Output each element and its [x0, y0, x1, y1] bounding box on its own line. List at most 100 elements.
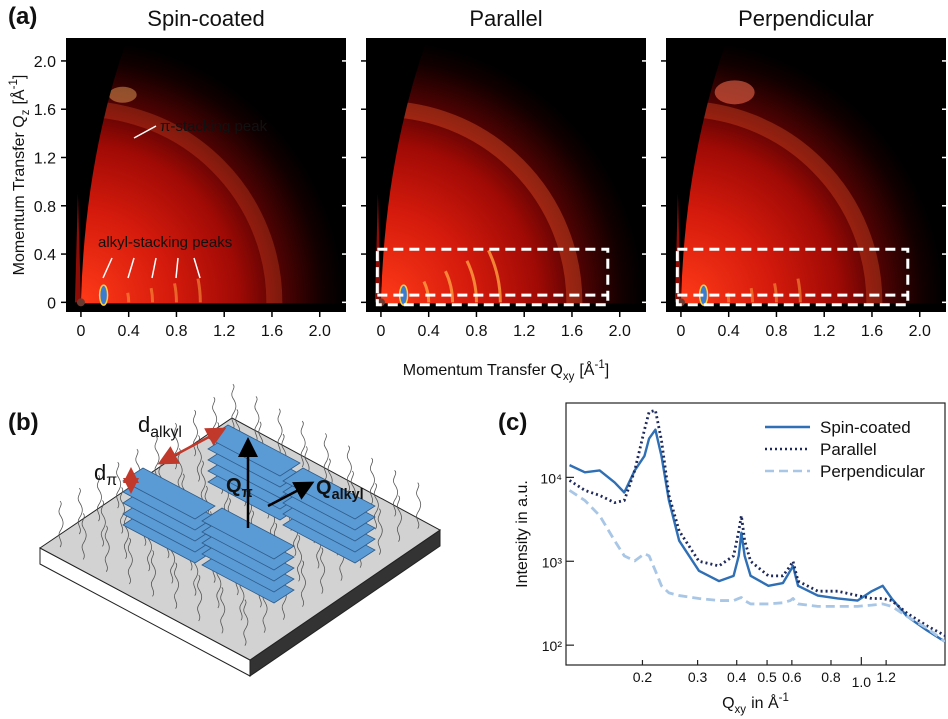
side-chain: [300, 560, 306, 607]
pi-spot: [108, 86, 137, 103]
panel-title: Spin-coated: [147, 6, 264, 31]
x-tick-label: 1.6: [561, 323, 583, 340]
heatmap: [366, 38, 646, 312]
y-tick-label: 10³: [542, 554, 563, 570]
side-chain: [174, 562, 179, 609]
side-chain: [123, 512, 129, 559]
x-axis-label-part: in Å: [751, 693, 779, 712]
side-chain: [369, 457, 375, 505]
x-tick-label: 0: [76, 323, 85, 340]
legend-label: Spin-coated: [820, 418, 911, 437]
diagram-label-part: d: [138, 412, 150, 437]
annotation-line: [151, 257, 157, 279]
side-chain: [104, 525, 110, 572]
x-axis-label-part: Q: [722, 695, 734, 712]
x-axis-label-part: -1: [594, 359, 604, 371]
annotation-line: [175, 257, 179, 279]
x-axis-label-part: xy: [563, 371, 575, 383]
wedge: [666, 38, 728, 312]
y-tick-label: 1.6: [34, 102, 56, 119]
y-tick-label: 0.8: [34, 199, 56, 216]
side-chain: [396, 495, 402, 542]
x-tick-label: 0.2: [633, 669, 653, 685]
side-chain: [243, 599, 249, 646]
x-axis-label: Qxy in Å-1: [722, 692, 789, 716]
side-chain: [96, 474, 102, 522]
x-tick-label: 1.2: [813, 323, 835, 340]
x-tick-label: 0: [676, 323, 685, 340]
heatmap: [66, 38, 346, 312]
alkyl-ring: [422, 280, 431, 303]
x-tick-label: 0.8: [765, 323, 787, 340]
side-chain: [320, 547, 326, 594]
alkyl-ring: [126, 292, 131, 303]
x-tick-label: 1.2: [513, 323, 535, 340]
alkyl-ring: [465, 260, 478, 303]
plot-area: [568, 408, 945, 643]
horizon: [366, 303, 646, 312]
diagram-label-part: π: [106, 472, 117, 489]
side-chain: [116, 461, 122, 509]
wedge: [366, 38, 428, 312]
x-tick-label: 0.8: [465, 323, 487, 340]
side-chain: [300, 420, 306, 468]
lamella: [282, 467, 376, 520]
y-axis-label: Momentum Transfer Qz [Å-1]: [8, 75, 32, 276]
alkyl-ring: [773, 283, 778, 303]
x-tick-label: 1.2: [876, 669, 896, 685]
alkyl-ring: [726, 292, 731, 303]
y-axis-label: Intensity in a.u.: [514, 480, 531, 588]
specular: [98, 284, 109, 306]
x-tick-label: 0: [376, 323, 385, 340]
x-tick-label: 0.4: [418, 323, 440, 340]
side-chain: [77, 487, 83, 535]
y-axis-label-part: ]: [11, 75, 28, 79]
side-chain: [231, 383, 237, 431]
x-tick-label: 1.0: [852, 674, 872, 690]
region-box: [375, 247, 610, 307]
side-chain: [100, 500, 106, 547]
wedge-edge: [74, 193, 81, 303]
side-chain: [377, 508, 383, 555]
side-chain: [81, 513, 87, 560]
x-tick-label: 2.0: [609, 323, 631, 340]
diagram-label-part: Q: [316, 477, 332, 499]
alkyl-ring: [444, 270, 455, 303]
alkyl-ring: [487, 249, 502, 303]
diagram-label-part: Q: [226, 475, 242, 497]
x-axis-label-part: xy: [735, 704, 747, 716]
alkyl-ring: [796, 278, 802, 303]
x-axis-label-part: ]: [605, 362, 609, 379]
y-tick-label: 10²: [542, 638, 563, 654]
x-tick-label: 1.2: [213, 323, 235, 340]
x-tick-label: 0.4: [718, 323, 740, 340]
side-chain: [58, 500, 64, 548]
side-chain: [220, 587, 226, 634]
annotation-line: [193, 257, 201, 279]
region-box: [675, 247, 910, 307]
x-tick-label: 0.5: [757, 669, 777, 685]
x-axis-label-part: [Å: [579, 360, 594, 379]
y-axis-label-part: [Å: [9, 89, 28, 104]
x-axis-label-part: Momentum Transfer Q: [403, 362, 563, 379]
annotation: alkyl-stacking peaks: [98, 234, 232, 251]
alkyl-ring: [173, 283, 178, 303]
heatmap: [666, 38, 946, 312]
side-chain: [297, 535, 302, 582]
diagram-label-part: alkyl: [150, 424, 182, 441]
x-tick-label: 2.0: [309, 323, 331, 340]
x-axis-label-part: -1: [779, 692, 789, 704]
side-chain: [393, 470, 398, 517]
side-chain: [120, 487, 125, 534]
x-axis-label: Momentum Transfer Qxy [Å-1]: [403, 359, 609, 383]
series-line: [569, 428, 945, 643]
side-chain: [127, 537, 133, 585]
panel-label: (a): [8, 3, 37, 30]
horizon: [666, 303, 946, 312]
x-tick-label: 0.8: [165, 323, 187, 340]
diagram-label-part: d: [94, 460, 106, 485]
x-tick-label: 2.0: [909, 323, 931, 340]
side-chain: [346, 445, 352, 492]
